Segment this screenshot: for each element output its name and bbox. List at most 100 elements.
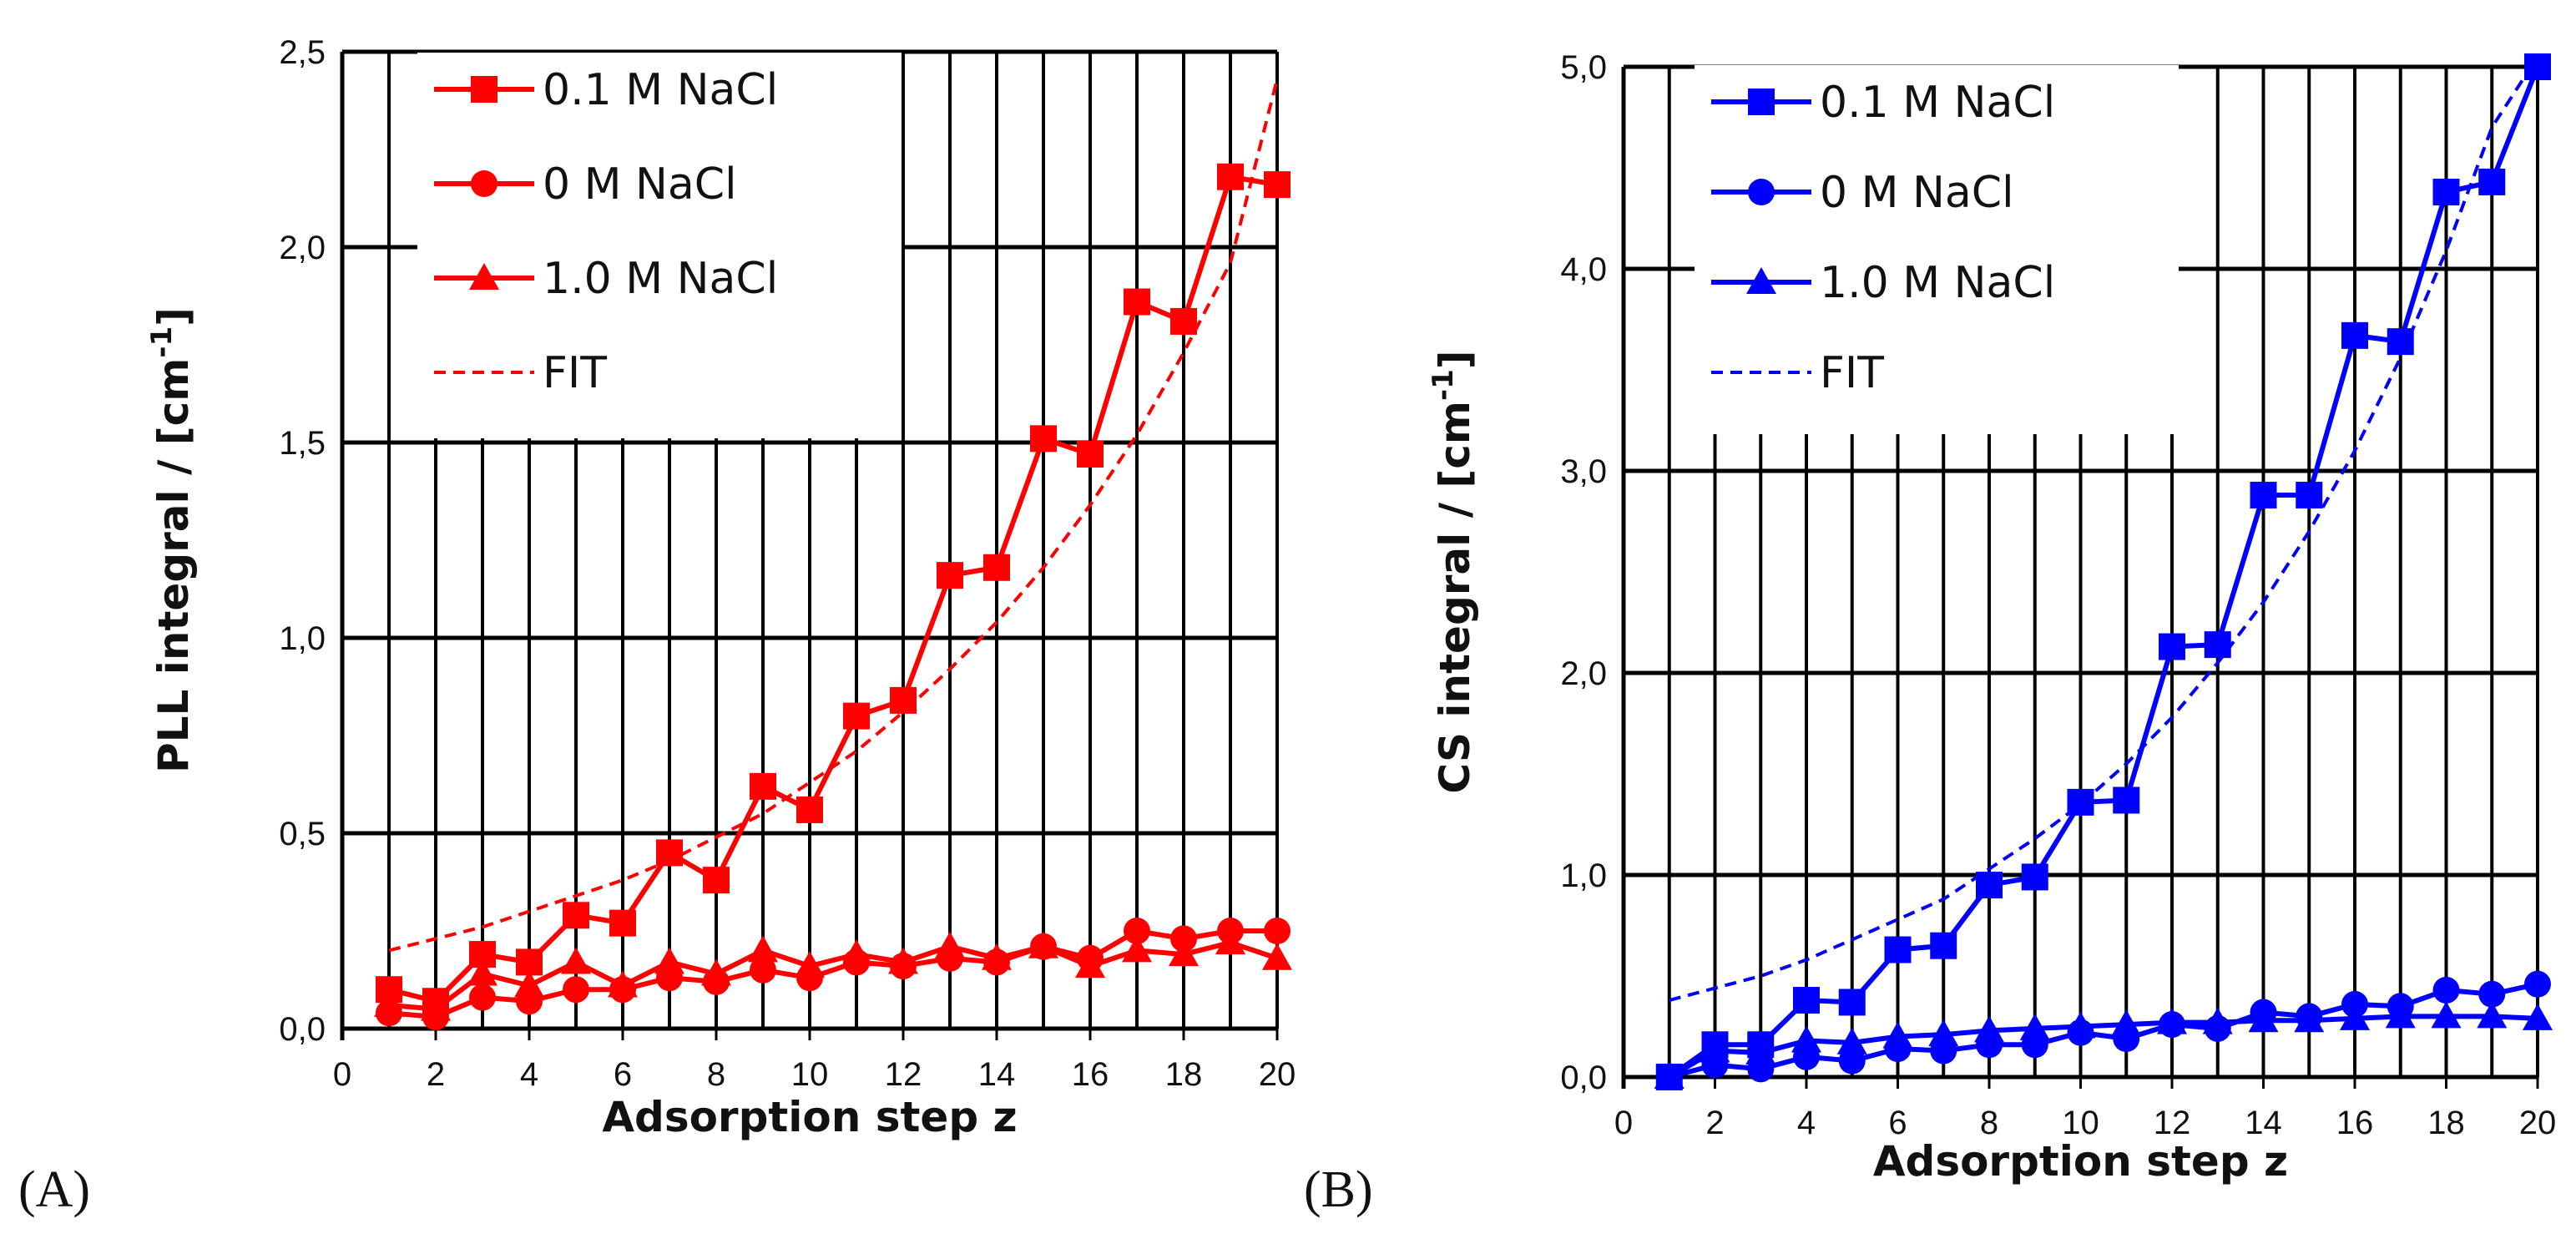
data-point [469, 984, 496, 1011]
data-point [748, 935, 778, 963]
x-tick-label: 12 [885, 1056, 922, 1093]
data-point [1836, 1027, 1867, 1054]
y-tick-label: 0,5 [279, 816, 326, 852]
y-tick-label: 4,0 [1560, 251, 1607, 288]
y-tick-label: 1,5 [279, 425, 326, 462]
data-point [1170, 307, 1197, 335]
x-tick-label: 10 [2062, 1105, 2099, 1141]
x-tick-label: 18 [2427, 1105, 2465, 1141]
data-point [1028, 931, 1058, 958]
x-tick-label: 12 [2154, 1105, 2191, 1141]
data-point [514, 970, 544, 998]
data-point [563, 902, 589, 929]
data-point [608, 970, 638, 998]
x-tick-label: 18 [1165, 1056, 1203, 1093]
legend-marker [1748, 179, 1775, 205]
data-point [1170, 925, 1197, 953]
series-fit [388, 78, 1279, 953]
legend-marker [471, 170, 498, 197]
data-point [2157, 1007, 2187, 1034]
data-point [2250, 482, 2277, 509]
data-point [935, 931, 965, 958]
data-point [1124, 918, 1150, 944]
data-point [2021, 863, 2048, 891]
data-point [1124, 288, 1150, 316]
data-point [2111, 1009, 2142, 1037]
legend-label: 0.1 M NaCl [1820, 78, 2055, 128]
data-point [2248, 1005, 2279, 1033]
legend-item: 1.0 M NaCl [434, 254, 778, 304]
data-point [2478, 980, 2506, 1008]
data-point [2341, 321, 2368, 349]
data-point [2296, 482, 2323, 509]
data-point [1793, 987, 1820, 1014]
data-point [1884, 936, 1912, 963]
data-point [1122, 935, 1152, 963]
data-point [2019, 1013, 2050, 1040]
data-point [1928, 1019, 1959, 1047]
x-tick-label: 14 [2245, 1105, 2282, 1141]
series-1-0-m-nacl [1654, 1001, 2553, 1089]
legend-item: 0 M NaCl [434, 159, 737, 210]
data-point [609, 909, 636, 937]
data-point [841, 939, 871, 967]
x-tick-label: 8 [707, 1056, 725, 1093]
data-point [750, 772, 776, 800]
legend-item: 0 M NaCl [1711, 168, 2014, 218]
legend-marker [1748, 88, 1775, 115]
data-point [1075, 951, 1105, 979]
x-tick-label: 16 [2336, 1105, 2374, 1141]
data-point [2065, 1011, 2096, 1039]
data-point [1262, 943, 1292, 970]
data-point [703, 867, 730, 894]
y-tick-label: 1,0 [279, 620, 326, 657]
series-fit [1669, 55, 2539, 1002]
data-point [1700, 1035, 1730, 1063]
data-point [1030, 425, 1057, 453]
data-point [2385, 1001, 2416, 1029]
data-point [1974, 1015, 2004, 1043]
y-tick-label: 0,0 [279, 1011, 326, 1048]
data-point [701, 958, 731, 986]
data-point [421, 994, 451, 1021]
series-0-1-m-nacl [376, 163, 1291, 1015]
series-0-m-nacl [376, 918, 1291, 1030]
data-point [1169, 939, 1199, 967]
y-tick-label: 1,0 [1560, 857, 1607, 894]
legend-label: FIT [1820, 348, 1884, 398]
data-point [1217, 163, 1244, 190]
data-point [2523, 1003, 2553, 1030]
legend-item: 0.1 M NaCl [434, 65, 778, 115]
legend-item: FIT [434, 348, 607, 398]
x-tick-label: 20 [2519, 1105, 2557, 1141]
data-point [2432, 179, 2460, 206]
series-1-0-m-nacl [374, 928, 1292, 1021]
data-point [1791, 1025, 1821, 1053]
x-axis-label: Adsorption step z [1873, 1137, 2288, 1186]
y-axis-label-end: ] [149, 307, 198, 326]
legend-label: 1.0 M NaCl [1820, 258, 2055, 308]
data-point [1654, 1062, 1685, 1089]
legend-label: 1.0 M NaCl [543, 254, 778, 304]
x-tick-label: 8 [1980, 1105, 1998, 1141]
data-point [1838, 989, 1866, 1016]
data-point [654, 947, 684, 974]
x-tick-label: 14 [978, 1056, 1016, 1093]
legend-marker [1746, 267, 1776, 294]
data-point [890, 686, 917, 714]
y-tick-label: 2,0 [1560, 655, 1607, 692]
legend-label: 0 M NaCl [1820, 168, 2014, 218]
data-point [2159, 633, 2185, 660]
x-axis-label: Adsorption step z [602, 1093, 1017, 1141]
y-axis-label-text: CS integral / [cm [1431, 401, 1479, 794]
data-point [2478, 168, 2506, 195]
data-point [2294, 1005, 2325, 1033]
data-point [467, 958, 498, 986]
data-point [2477, 1001, 2508, 1029]
legend-item: 1.0 M NaCl [1711, 258, 2055, 308]
data-point [1077, 441, 1104, 468]
data-point [2431, 1001, 2462, 1029]
y-tick-label: 5,0 [1560, 49, 1607, 86]
